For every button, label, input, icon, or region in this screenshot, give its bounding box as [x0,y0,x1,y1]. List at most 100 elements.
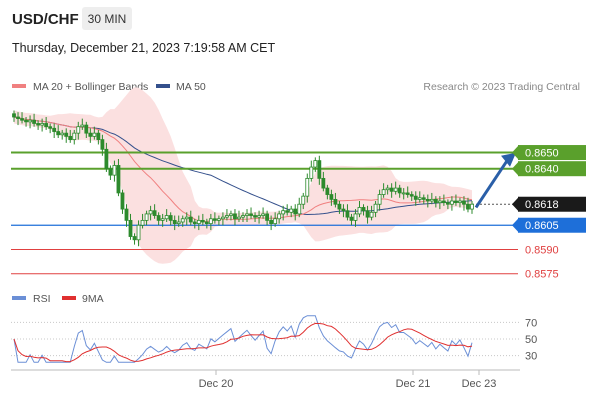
candle [389,183,394,198]
candle [212,212,217,224]
rsi-tick-label: 70 [525,317,537,329]
candle [265,210,270,226]
candle [216,215,221,226]
candle [470,201,474,214]
credit-text: Research © 2023 Trading Central [423,81,580,93]
candle [72,129,77,145]
candle [241,212,245,222]
candle [301,192,306,210]
candle [281,205,286,221]
candle [24,117,28,127]
candle [393,181,398,195]
level-tag [518,145,586,161]
forecast-arrow-shaft [474,159,509,209]
candle [450,196,454,211]
candlesticks [12,110,474,247]
candle [104,142,109,172]
timeframe-label: 30 MIN [88,12,127,26]
candle [285,204,290,216]
candle [32,113,36,127]
candle [112,160,117,182]
candle [56,125,61,138]
candle [20,112,24,124]
candle [458,197,462,208]
candle [253,212,257,222]
candle [108,165,113,180]
candle [36,120,41,130]
candle [176,215,181,227]
candle [462,196,466,211]
candle [357,201,362,218]
candle [257,210,261,224]
candle [28,115,32,129]
rsi-legend-swatch [12,296,26,300]
ma50-legend-label: MA 50 [176,81,206,93]
candle [168,212,173,226]
candle [293,204,298,221]
candle [192,218,197,229]
candle [60,129,65,140]
rsi-tick-label: 30 [525,351,537,363]
candle [84,121,89,138]
candle [52,123,57,138]
level-tag-pointer [512,217,519,233]
candle [397,184,402,198]
x-tick-label: Dec 20 [199,378,234,390]
candle [221,212,225,226]
candle [116,159,121,197]
candle [445,199,450,210]
candle [233,209,237,226]
candle [88,128,93,143]
level-label-support: 0.8575 [525,269,559,281]
candle [369,205,374,221]
candle [305,173,310,203]
candle [237,210,241,222]
candle [229,210,233,221]
rsi-legend-label: RSI [33,293,51,305]
level-label-resistance: 0.8640 [525,164,559,176]
candle [160,213,165,227]
candle [325,184,330,200]
candle [349,213,354,226]
candle [200,213,205,226]
candle [425,194,430,208]
candle [128,213,133,240]
candle [454,194,458,206]
candle [164,209,169,222]
timeframe-badge[interactable] [82,7,132,30]
current-price-label: 0.8618 [525,199,559,211]
candle [441,194,446,206]
candle [184,212,189,226]
candle [144,210,149,226]
candle [401,188,406,200]
candle [96,129,101,145]
candle [345,204,350,221]
x-axis: Dec 20 Dec 21 Dec 23 [199,370,497,390]
candle [208,213,213,231]
rsi-line [13,315,473,363]
candle [289,205,294,218]
candle [353,209,358,227]
rsi-ma-legend-label: 9MA [82,293,104,305]
bollinger-bands [14,87,472,264]
x-tick-label: Dec 23 [462,378,497,390]
current-price-tag-pointer [512,196,519,212]
rsi-ma-legend-swatch [62,296,76,300]
x-tick-label: Dec 21 [396,378,431,390]
candle [44,117,49,130]
candle [313,157,318,172]
candle [409,191,414,201]
rsi-tick-label: 50 [525,334,537,346]
candle [180,215,185,227]
candle [317,155,322,185]
candle [156,212,161,226]
candle [297,197,302,218]
candle [124,204,129,227]
bollinger-band-fill [14,87,472,264]
candle [365,205,370,224]
ma20-legend-swatch [12,84,26,88]
candle [140,213,145,229]
candle [136,220,141,247]
candle [196,215,201,231]
